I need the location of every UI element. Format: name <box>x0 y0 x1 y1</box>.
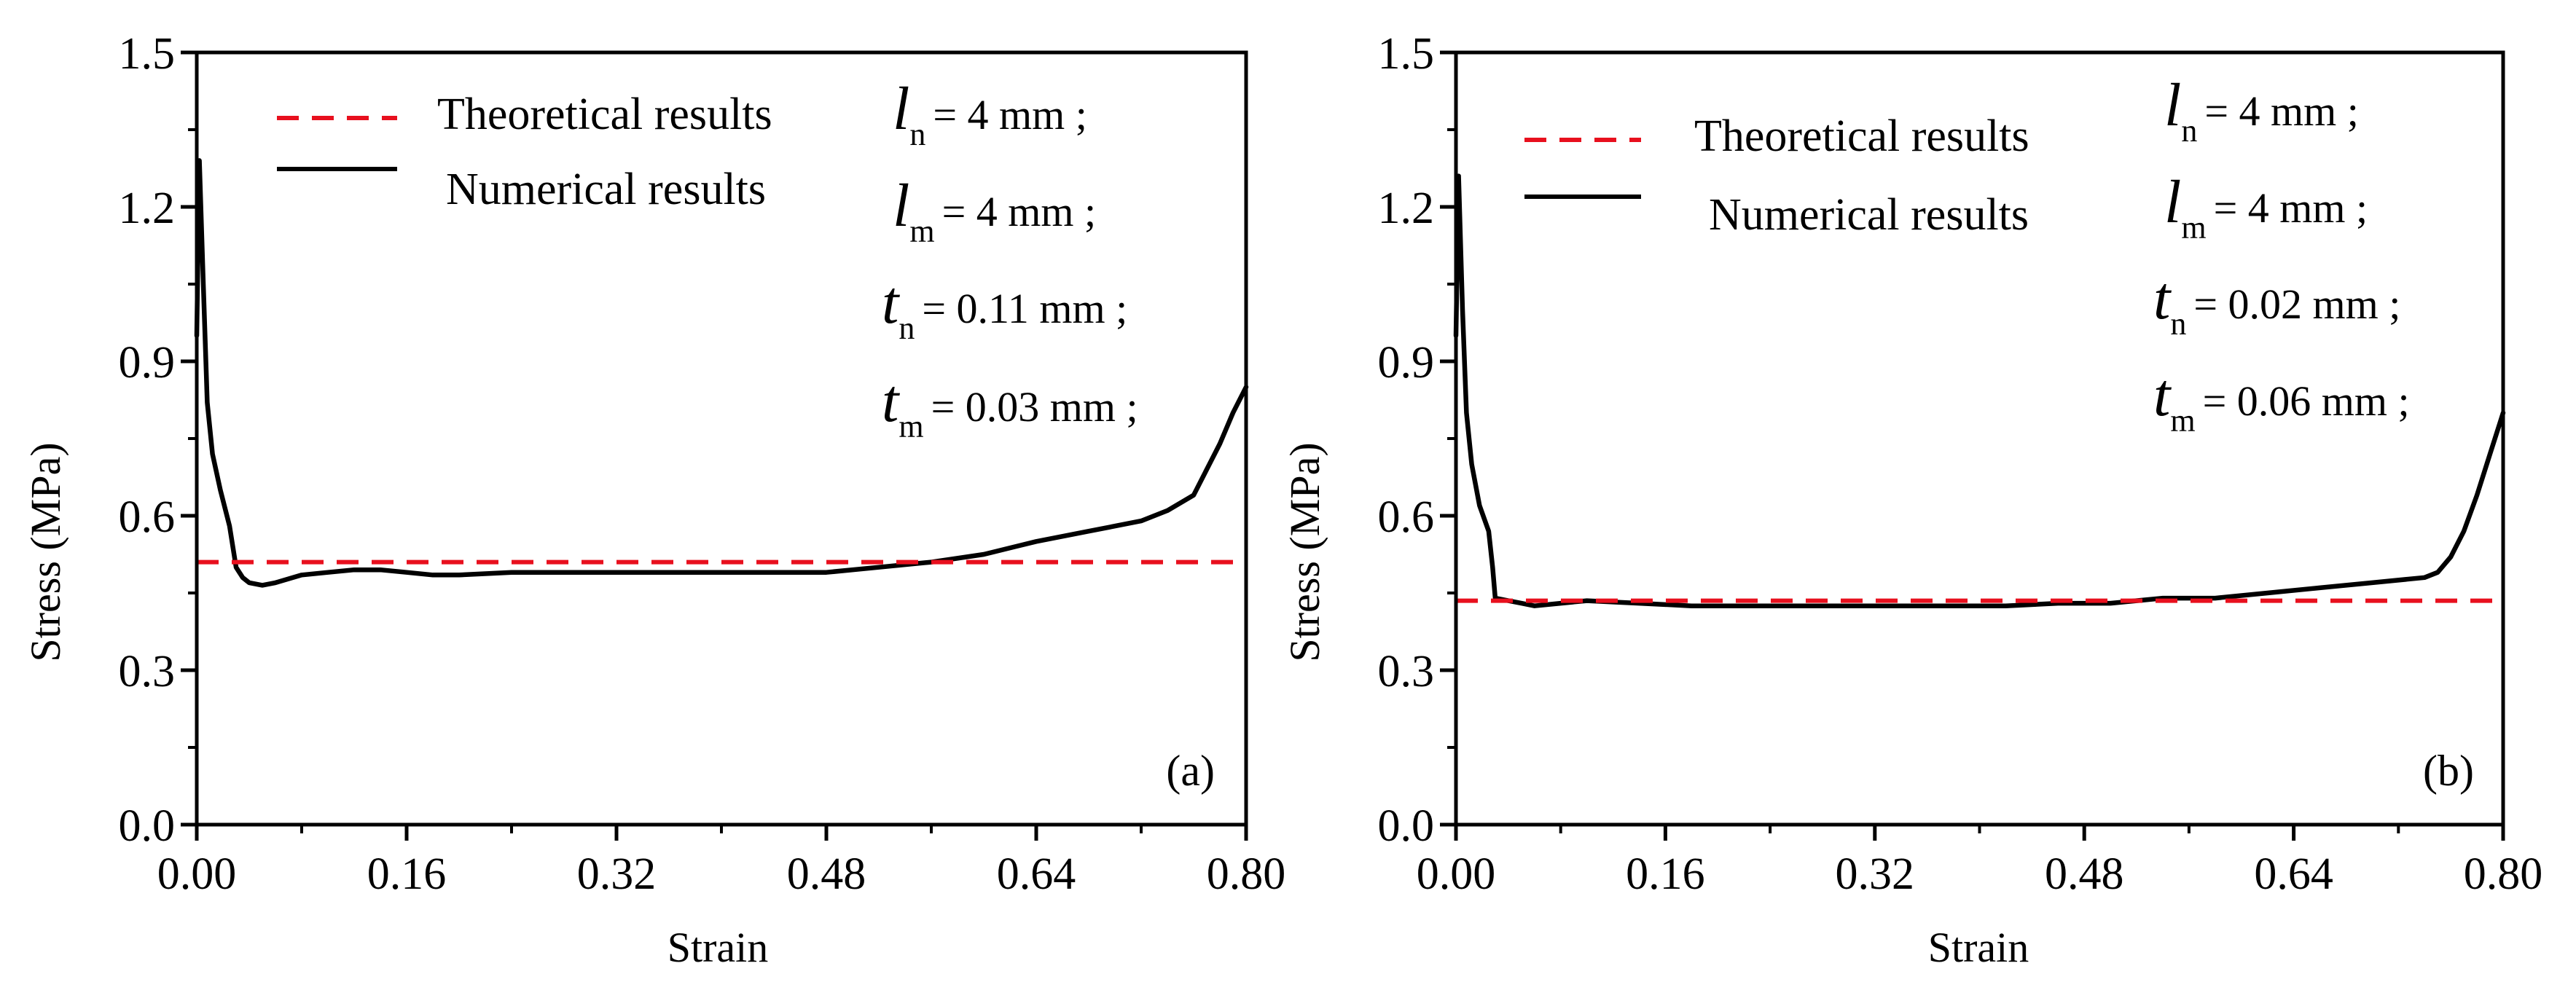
legend: Theoretical results Numerical results <box>277 90 772 214</box>
y-tick-label: 1.5 <box>119 29 176 79</box>
y-tick-label: 0.9 <box>1378 338 1435 388</box>
x-tick-label: 0.16 <box>1626 849 1705 899</box>
y-tick-label: 1.2 <box>119 184 176 233</box>
x-tick-label: 0.64 <box>997 849 1076 899</box>
x-tick-label: 0.16 <box>367 849 447 899</box>
x-tick-label: 0.00 <box>157 849 237 899</box>
param-tm: tm = 0.03 mm ; <box>882 367 1138 444</box>
series-numerical-line <box>1453 173 2506 608</box>
y-tick-label: 0.3 <box>1378 647 1435 696</box>
x-tick-label: 0.80 <box>2464 849 2543 899</box>
y-tick-label: 0.9 <box>119 338 176 388</box>
param-tn: tn = 0.02 mm ; <box>2153 264 2400 342</box>
series-numerical-line <box>194 158 1249 588</box>
legend: Theoretical results Numerical results <box>1524 111 2029 240</box>
y-tick-label: 0.6 <box>119 492 176 542</box>
plot-frame <box>1454 50 2505 827</box>
legend-theoretical-label: Theoretical results <box>437 90 772 139</box>
param-lm: lm = 4 mm ; <box>893 172 1096 249</box>
x-tick-label: 0.48 <box>2045 849 2124 899</box>
panel-b: Stress (MPa) Strain (b) Theoretical resu… <box>1281 29 2542 971</box>
legend-numerical-label: Numerical results <box>1709 190 2029 240</box>
param-ln: ln = 4 mm ; <box>2164 71 2359 149</box>
legend-theoretical-label: Theoretical results <box>1694 111 2029 161</box>
x-tick-label: 0.48 <box>787 849 866 899</box>
y-tick-label: 0.6 <box>1378 492 1435 542</box>
y-axis-label: Stress (MPa) <box>1281 442 1328 661</box>
parameter-block: ln = 4 mm ; lm = 4 mm ; tn = 0.02 mm ; tm = … <box>2153 71 2410 439</box>
y-tick-label: 1.2 <box>1378 184 1435 233</box>
y-tick-label: 0.0 <box>119 801 176 851</box>
x-tick-label: 0.32 <box>1836 849 1915 899</box>
param-tm: tm = 0.06 mm ; <box>2153 361 2410 439</box>
x-tick-label: 0.32 <box>577 849 657 899</box>
y-tick-label: 0.3 <box>119 647 176 696</box>
parameter-block: ln = 4 mm ; lm = 4 mm ; tn = 0.11 mm ; tm = … <box>882 75 1138 444</box>
panel-label: (a) <box>1166 747 1215 795</box>
y-axis-label: Stress (MPa) <box>22 442 69 661</box>
panel-a: Stress (MPa) Strain (a) Theoretical resu… <box>22 29 1285 971</box>
x-axis-label: Strain <box>668 924 769 971</box>
param-lm: lm = 4 mm ; <box>2164 168 2368 245</box>
x-tick-label: 0.80 <box>1207 849 1286 899</box>
legend-numerical-label: Numerical results <box>446 165 766 214</box>
x-tick-label: 0.00 <box>1417 849 1496 899</box>
panel-label: (b) <box>2423 747 2474 795</box>
y-tick-label: 0.0 <box>1378 801 1435 851</box>
param-ln: ln = 4 mm ; <box>893 75 1087 152</box>
y-tick-label: 1.5 <box>1378 29 1435 79</box>
x-tick-label: 0.64 <box>2254 849 2333 899</box>
param-tn: tn = 0.11 mm ; <box>882 269 1127 346</box>
x-axis-label: Strain <box>1928 924 2029 971</box>
